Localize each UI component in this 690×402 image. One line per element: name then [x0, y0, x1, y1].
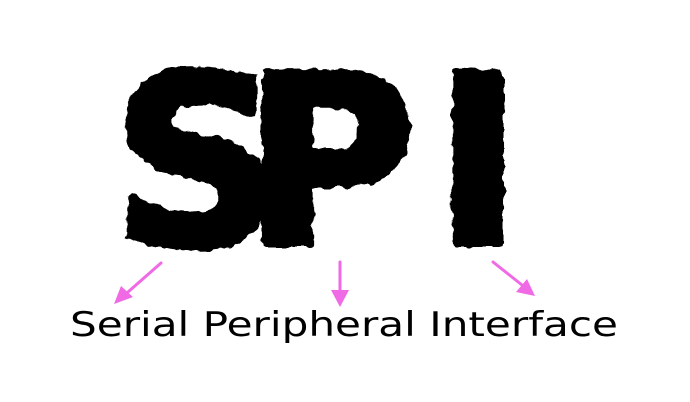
- arrow-head: [114, 286, 133, 304]
- arrow-shaft: [126, 261, 163, 294]
- letter-s: S: [112, 27, 281, 300]
- arrow-i-to-interface: [491, 260, 535, 296]
- letter-i: I: [434, 27, 521, 300]
- caption-word-interface: Interface: [429, 305, 618, 345]
- caption-word-serial: Serial: [70, 305, 189, 345]
- caption-word-peripheral: Peripheral: [203, 305, 416, 345]
- arrow-shaft: [491, 260, 524, 287]
- arrow-s-to-serial: [114, 261, 163, 304]
- arrow-head: [516, 279, 535, 296]
- acronym-letters: S P I: [109, 24, 525, 304]
- arrow-p-to-peripheral: [331, 260, 349, 307]
- caption-line: Serial Peripheral Interface: [70, 305, 618, 345]
- arrows: [114, 260, 535, 307]
- letter-p: P: [244, 27, 416, 300]
- arrow-head: [331, 290, 349, 307]
